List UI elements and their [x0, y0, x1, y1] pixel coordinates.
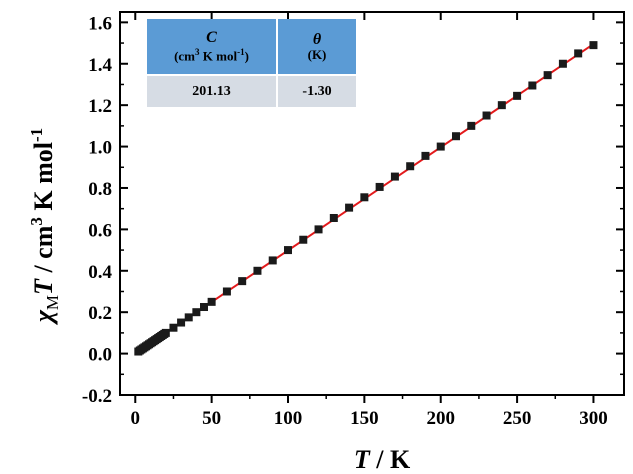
y-tick-label: 0.2	[88, 303, 112, 324]
data-points	[134, 41, 598, 356]
data-point	[482, 111, 491, 120]
table-header-theta: θ (K)	[278, 19, 356, 76]
data-point	[558, 59, 567, 68]
y-tick-label: 0.8	[88, 179, 112, 200]
x-tick-label: 150	[350, 408, 379, 429]
data-point	[284, 246, 292, 255]
axes-frame	[119, 11, 625, 396]
data-point	[360, 193, 369, 202]
data-point	[452, 132, 460, 141]
data-point	[421, 151, 430, 160]
plot-frame	[119, 11, 625, 396]
x-axis-ticks: 0 50 100 150 200 250 300	[131, 12, 608, 429]
data-point	[200, 303, 208, 312]
x-tick-label: 50	[202, 408, 221, 429]
y-tick-label: -0.2	[82, 386, 112, 407]
x-tick-label: 250	[503, 408, 532, 429]
data-point	[253, 266, 262, 275]
y-tick-label: 1.0	[88, 138, 112, 159]
y-tick-label: 1.4	[88, 55, 112, 76]
parameter-table: C (cm3 K mol-1) θ (K) 201.13 -1.30	[147, 19, 356, 107]
data-point	[184, 313, 193, 322]
data-point	[192, 308, 201, 317]
data-point	[222, 287, 231, 296]
y-tick-label: 0.6	[88, 220, 112, 241]
x-tick-label: 300	[579, 408, 608, 429]
data-point	[299, 235, 308, 244]
data-point	[513, 91, 522, 100]
data-point	[345, 203, 354, 212]
y-axis-label: χMT / cm3 K mol-1	[27, 128, 62, 325]
data-point	[528, 81, 537, 90]
data-point	[574, 49, 583, 58]
data-point	[543, 71, 552, 80]
data-point	[329, 213, 338, 222]
data-point	[589, 41, 598, 50]
data-point	[169, 323, 178, 332]
y-tick-label: 1.6	[88, 13, 112, 34]
x-tick-label: 200	[426, 408, 455, 429]
data-point	[177, 318, 186, 327]
data-point	[375, 182, 384, 191]
y-tick-label: 1.2	[88, 96, 112, 117]
y-tick-label: 0.0	[88, 345, 112, 366]
x-tick-label: 0	[131, 408, 141, 429]
data-point	[390, 172, 399, 181]
x-tick-label: 100	[274, 408, 303, 429]
y-axis-ticks: -0.2 0.0 0.2 0.4 0.6 0.8 1.0 1.2 1.4 1.6	[82, 13, 624, 407]
data-point	[161, 328, 170, 337]
data-point	[436, 142, 445, 151]
data-point	[314, 225, 323, 234]
data-point	[406, 162, 415, 171]
data-point	[207, 297, 216, 306]
data-point	[268, 256, 277, 265]
data-point	[238, 277, 247, 286]
table-header-c: C (cm3 K mol-1)	[147, 19, 278, 76]
data-point	[467, 121, 476, 130]
data-point	[497, 101, 506, 110]
table-value-theta: -1.30	[278, 76, 356, 107]
x-axis-label: T / K	[354, 445, 411, 474]
y-tick-label: 0.4	[88, 262, 112, 283]
table-value-c: 201.13	[147, 76, 278, 107]
